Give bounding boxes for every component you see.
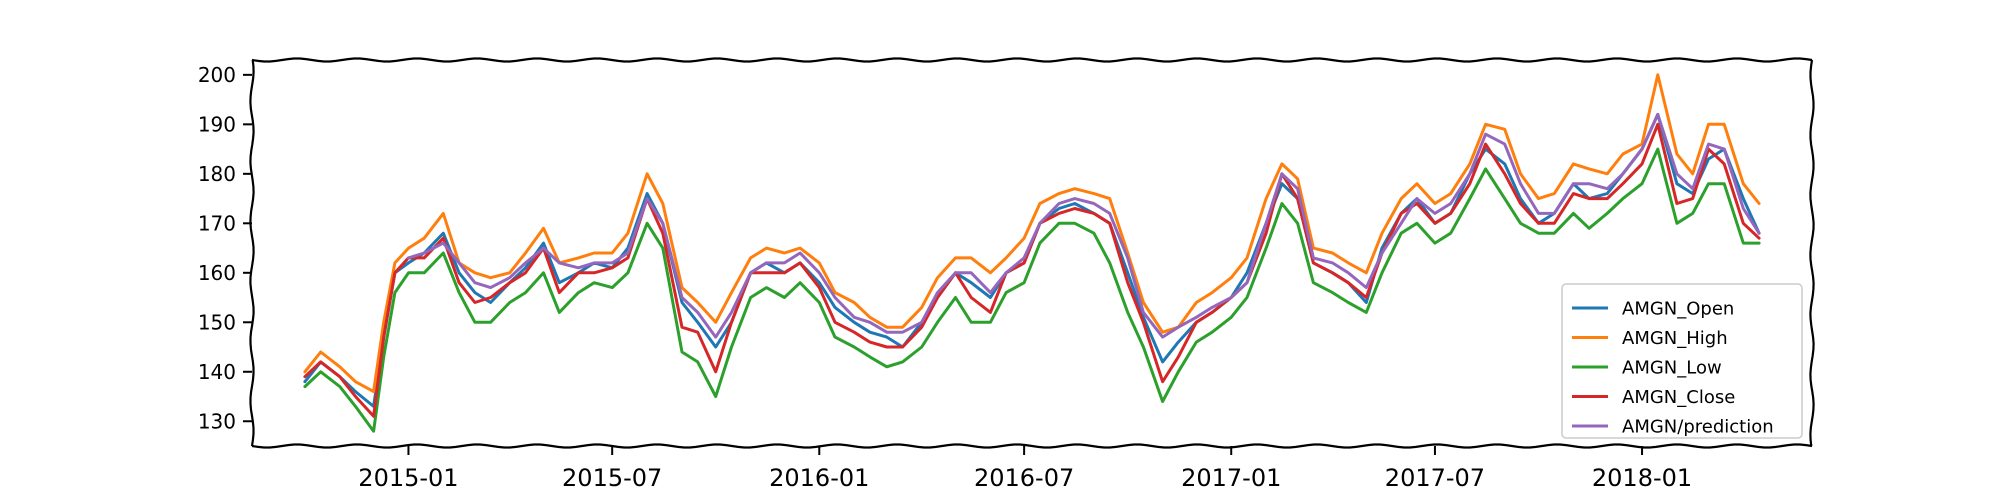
- frame-bottom: [251, 443, 1813, 449]
- x-tick-label: 2015-01: [358, 464, 458, 492]
- y-tick-label: 150: [198, 310, 236, 334]
- plot-frame: [249, 57, 1815, 449]
- legend-label: AMGN_Close: [1622, 387, 1735, 408]
- y-tick-label: 170: [198, 211, 236, 235]
- y-tick-label: 200: [198, 63, 236, 87]
- y-tick-label: 130: [198, 409, 236, 433]
- series-line-amgn-close: [303, 122, 1761, 418]
- series-line-amgn-high: [303, 73, 1761, 394]
- y-tick-label: 190: [198, 112, 236, 136]
- x-tick-label: 2017-07: [1385, 464, 1485, 492]
- series-lines: [303, 73, 1761, 433]
- legend-item: AMGN/prediction: [1572, 417, 1774, 438]
- legend-label: AMGN_Low: [1622, 358, 1722, 379]
- legend-item: AMGN_Low: [1572, 358, 1722, 379]
- y-tick-label: 180: [198, 162, 236, 186]
- x-tick-label: 2017-01: [1181, 464, 1281, 492]
- frame-top: [251, 57, 1813, 63]
- series-line-amgn-prediction: [407, 112, 1761, 339]
- x-axis: 2015-01 2015-07 2016-01 2016-07 2017-01 2017-…: [358, 446, 1692, 492]
- y-axis: 130 140 150 160 170 180 190 200: [198, 63, 252, 433]
- frame-left: [249, 59, 255, 447]
- legend-label: AMGN_Open: [1622, 299, 1734, 320]
- x-tick-label: 2018-01: [1592, 464, 1692, 492]
- x-tick-label: 2016-07: [974, 464, 1074, 492]
- legend-label: AMGN_High: [1622, 328, 1728, 349]
- x-tick-label: 2016-01: [769, 464, 869, 492]
- y-tick-label: 140: [198, 360, 236, 384]
- legend-item: AMGN_Open: [1572, 299, 1734, 320]
- frame-right: [1809, 59, 1815, 447]
- legend-item: AMGN_Close: [1572, 387, 1735, 408]
- legend-label: AMGN/prediction: [1622, 417, 1774, 438]
- legend-box: [1561, 283, 1803, 439]
- legend: AMGN_Open AMGN_High AMGN_Low AMGN_Close AMGN…: [1561, 283, 1803, 439]
- y-tick-label: 160: [198, 261, 236, 285]
- x-tick-label: 2015-07: [562, 464, 662, 492]
- legend-item: AMGN_High: [1572, 328, 1728, 349]
- series-line-amgn-low: [303, 147, 1761, 433]
